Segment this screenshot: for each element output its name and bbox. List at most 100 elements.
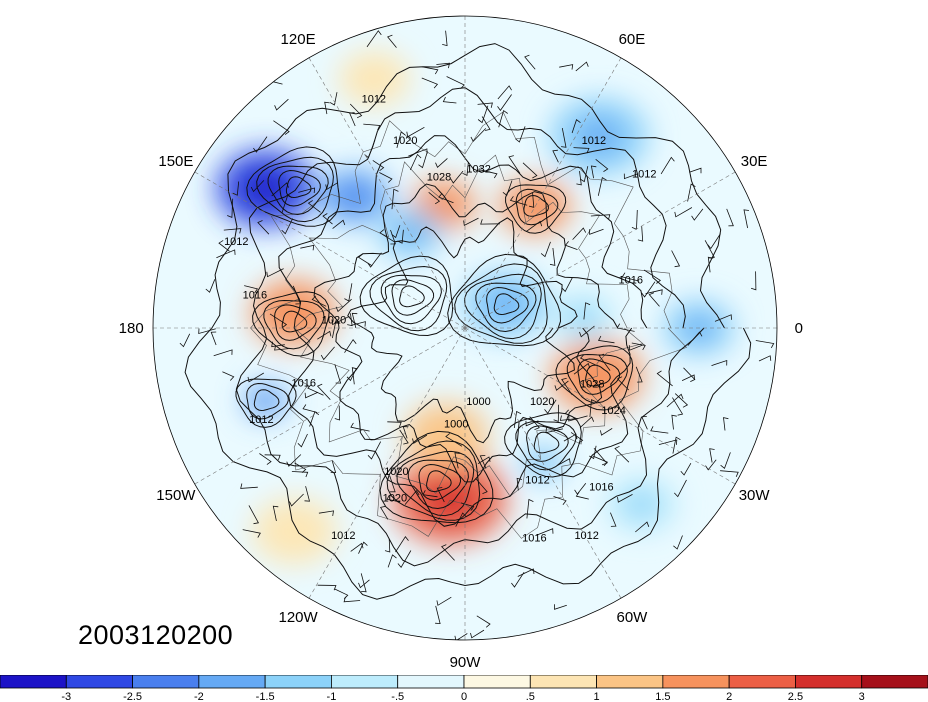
wind-barb [628,344,645,351]
colorbar-box [463,675,531,689]
wind-barb [360,573,367,593]
isobar-label: 1012 [525,475,549,487]
isobar [454,263,548,344]
wind-barb [223,228,242,234]
wind-barb [386,494,401,503]
wind-barb [422,490,438,498]
isobar [418,463,461,501]
wind-barb [271,341,285,348]
wind-barb [635,366,643,383]
wind-barb [324,101,330,115]
wind-barb [643,269,661,284]
wind-barb [479,455,487,469]
wind-barb [349,112,356,127]
wind-barb [330,460,337,474]
wind-barb [509,196,528,206]
isobar-label: 1012 [582,135,606,147]
longitude-label: 120W [278,609,318,626]
isobar [555,345,634,411]
wind-barb [707,233,721,250]
wind-barb [346,368,357,382]
colorbar-box [596,675,664,689]
wind-barb [272,505,279,521]
wind-barb [593,447,608,466]
wind-barb [553,404,559,422]
wind-barb [387,421,402,428]
wind-barb [691,208,704,221]
wind-barb [689,167,702,174]
wind-barb [436,62,451,69]
wind-barb [648,292,660,307]
wind-barb [641,281,656,298]
colorbar-box [795,675,863,689]
wind-barb [317,330,332,340]
date-label: 2003120200 [78,620,234,650]
isobar-label: 1028 [427,172,451,184]
wind-barb [210,331,217,346]
wind-barb [672,397,684,416]
meridian-line [464,327,736,485]
wind-barb [250,180,265,193]
isobar [235,378,297,428]
wind-barb [720,452,731,469]
isobar [263,299,325,350]
wind-barb [674,393,689,408]
wind-barb [544,399,557,414]
isobar [399,285,425,308]
wind-barb [302,404,318,413]
anomaly-core [337,182,372,211]
wind-barb [351,367,358,385]
colorbar-tick-label: 1 [594,691,600,702]
colorbar-box [662,675,730,689]
isobar-label: 1020 [530,396,554,408]
anomaly-core [425,418,467,453]
wind-barb [477,105,489,124]
wind-barb [637,226,644,242]
wind-barb [379,172,393,183]
wind-barb [450,170,464,184]
isobar [369,265,448,332]
wind-barb [579,416,595,428]
wind-barb [597,176,607,196]
colorbar-tick-label: 3 [859,691,865,702]
wind-barb [422,66,439,75]
wind-barb [723,417,729,431]
wind-barb [755,340,775,349]
wind-barb [687,183,696,202]
wind-barb [516,477,522,491]
wind-barb [395,536,409,553]
wind-barb [683,367,696,382]
wind-barb [681,374,695,381]
wind-barb [525,420,539,427]
wind-barb [579,166,589,183]
wind-barb [347,313,353,327]
wind-barb [711,359,728,366]
wind-barb [298,187,316,194]
wind-barb [259,453,272,465]
isobar-label: 1012 [574,530,598,542]
wind-barb [442,30,448,47]
wind-barb [455,512,467,527]
wind-barb [281,218,294,235]
wind-barb [623,173,639,180]
wind-barb [364,139,376,159]
wind-barb [597,335,615,344]
wind-barb [476,615,491,628]
wind-barb [589,399,597,418]
wind-barb [409,153,422,171]
wind-barb [366,30,382,48]
wind-barb [358,541,368,554]
isobar-label: 1016 [243,289,267,301]
colorbar-box [65,675,133,689]
wind-barb [687,331,703,346]
wind-barb [372,160,385,172]
wind-barb [320,346,335,361]
isobar-label: 1012 [331,530,355,542]
wind-barb [331,315,350,326]
wind-barb [266,268,284,278]
colorbar: -3 -2.5 -2 -1.5 -1 -.5 0 .5 1 1.5 2 2.5 3 [0,675,928,702]
isobar [526,425,569,462]
wind-barb [269,313,288,328]
wind-barb [318,510,334,516]
isobar [523,194,549,217]
